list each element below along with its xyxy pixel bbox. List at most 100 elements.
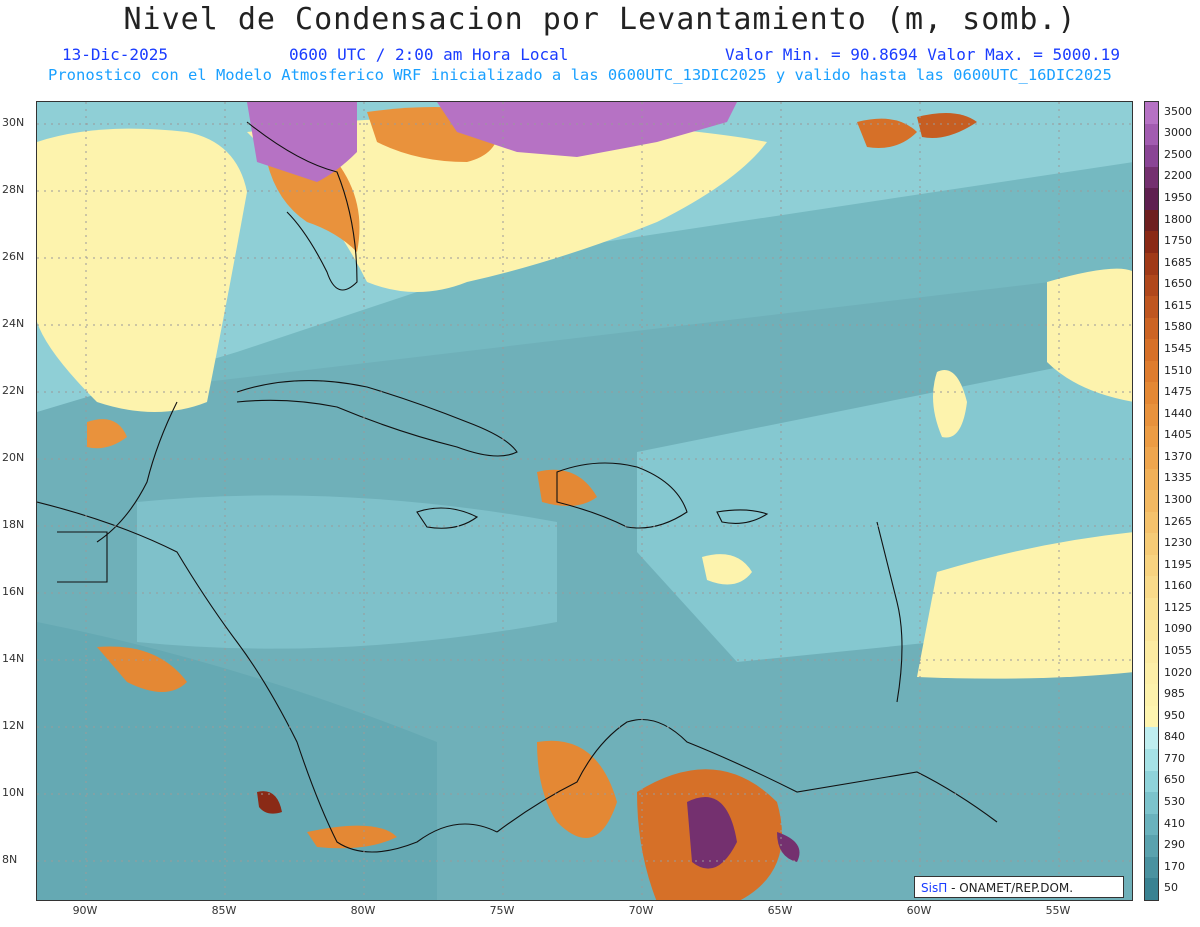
colorbar-label: 50	[1164, 881, 1178, 895]
colorbar-label: 1950	[1164, 191, 1192, 205]
colorbar-label: 1335	[1164, 471, 1192, 485]
colorbar-segment	[1145, 792, 1158, 815]
colorbar-segment	[1145, 878, 1158, 901]
colorbar-segment	[1145, 296, 1158, 319]
colorbar-segment	[1145, 102, 1158, 125]
colorbar-label: 1300	[1164, 493, 1192, 506]
colorbar-segment	[1145, 705, 1158, 728]
lon-label: 55W	[1045, 904, 1071, 917]
colorbar-label: 3000	[1164, 126, 1192, 140]
lat-label: 12N	[2, 719, 25, 732]
colorbar-segment	[1145, 511, 1158, 534]
colorbar-segment	[1145, 554, 1158, 577]
colorbar-label: 1650	[1164, 277, 1192, 291]
colorbar-label: 1125	[1164, 600, 1192, 614]
colorbar-label: 840	[1164, 730, 1185, 744]
colorbar-segment	[1145, 641, 1158, 664]
colorbar-label: 1265	[1164, 514, 1192, 528]
colorbar-segment	[1145, 403, 1158, 426]
map-title: Nivel de Condensacion por Levantamiento …	[123, 2, 1077, 37]
colorbar-label: 1020	[1164, 665, 1192, 679]
colorbar-segment	[1145, 813, 1158, 836]
colorbar-label: 1405	[1164, 428, 1192, 442]
colorbar-label: 1230	[1164, 536, 1192, 550]
colorbar-label: 2500	[1164, 147, 1192, 161]
colorbar-segment	[1145, 749, 1158, 772]
lon-label: 70W	[628, 904, 654, 917]
colorbar-label: 650	[1164, 773, 1185, 787]
colorbar-segment	[1145, 576, 1158, 599]
colorbar-label: 1800	[1164, 212, 1192, 226]
colorbar-segment	[1145, 490, 1158, 513]
time-label: 0600 UTC / 2:00 am Hora Local	[289, 45, 569, 64]
colorbar-segment	[1145, 662, 1158, 685]
colorbar-segment	[1145, 274, 1158, 297]
lat-label: 28N	[2, 183, 25, 196]
colorbar-segment	[1145, 382, 1158, 405]
colorbar-segment	[1145, 468, 1158, 491]
colorbar-label: 1615	[1164, 298, 1192, 312]
lat-label: 24N	[2, 317, 25, 330]
colorbar-label: 170	[1164, 859, 1185, 873]
colorbar-segment	[1145, 770, 1158, 793]
colorbar-label: 770	[1164, 751, 1185, 765]
lat-label: 18N	[2, 518, 25, 531]
colorbar-label: 290	[1164, 838, 1185, 852]
colorbar-segment	[1145, 447, 1158, 470]
credit-text: - ONAMET/REP.DOM.	[951, 881, 1074, 895]
sispi-logo: SisΠ	[921, 881, 948, 895]
colorbar-segment	[1145, 360, 1158, 383]
colorbar-segment	[1145, 188, 1158, 211]
lat-label: 14N	[2, 652, 25, 665]
colorbar-label: 985	[1164, 687, 1185, 701]
colorbar-label: 2200	[1164, 169, 1192, 183]
colorbar-segment	[1145, 835, 1158, 858]
colorbar	[1144, 101, 1159, 901]
colorbar-label: 1750	[1164, 234, 1192, 248]
colorbar-label: 1685	[1164, 255, 1192, 269]
colorbar-label: 1090	[1164, 622, 1192, 636]
colorbar-label: 1545	[1164, 342, 1192, 356]
colorbar-segment	[1145, 684, 1158, 707]
colorbar-label: 1055	[1164, 643, 1192, 657]
lon-label: 80W	[350, 904, 376, 917]
colorbar-segment	[1145, 619, 1158, 642]
colorbar-segment	[1145, 123, 1158, 146]
colorbar-segment	[1145, 339, 1158, 362]
colorbar-segment	[1145, 727, 1158, 750]
colorbar-label: 1440	[1164, 406, 1192, 420]
lat-label: 22N	[2, 384, 25, 397]
colorbar-label: 410	[1164, 816, 1185, 830]
colorbar-label: 3500	[1164, 104, 1192, 118]
colorbar-segment	[1145, 209, 1158, 232]
colorbar-label: 1580	[1164, 320, 1192, 334]
colorbar-label: 1475	[1164, 385, 1192, 399]
colorbar-segment	[1145, 231, 1158, 254]
colorbar-label: 950	[1164, 708, 1185, 722]
colorbar-label: 1370	[1164, 449, 1192, 463]
colorbar-segment	[1145, 425, 1158, 448]
lat-label: 30N	[2, 116, 25, 129]
colorbar-segment	[1145, 317, 1158, 340]
lat-label: 8N	[2, 853, 18, 866]
lon-label: 60W	[906, 904, 932, 917]
colorbar-segment	[1145, 533, 1158, 556]
credit-box: SisΠ - ONAMET/REP.DOM.	[914, 876, 1124, 898]
lon-label: 90W	[72, 904, 98, 917]
lon-label: 85W	[211, 904, 237, 917]
lat-label: 10N	[2, 786, 25, 799]
colorbar-segment	[1145, 856, 1158, 879]
colorbar-segment	[1145, 252, 1158, 276]
colorbar-label: 1510	[1164, 363, 1192, 377]
colorbar-segment	[1145, 166, 1158, 189]
lat-label: 26N	[2, 250, 25, 263]
map-panel	[36, 101, 1133, 901]
colorbar-label: 530	[1164, 794, 1185, 808]
lat-label: 16N	[2, 585, 25, 598]
colorbar-segment	[1145, 598, 1158, 621]
model-info-label: Pronostico con el Modelo Atmosferico WRF…	[48, 66, 1112, 84]
date-label: 13-Dic-2025	[62, 45, 168, 64]
map-field	[37, 102, 1132, 900]
lon-label: 65W	[767, 904, 793, 917]
min-max-label: Valor Min. = 90.8694 Valor Max. = 5000.1…	[725, 45, 1120, 64]
